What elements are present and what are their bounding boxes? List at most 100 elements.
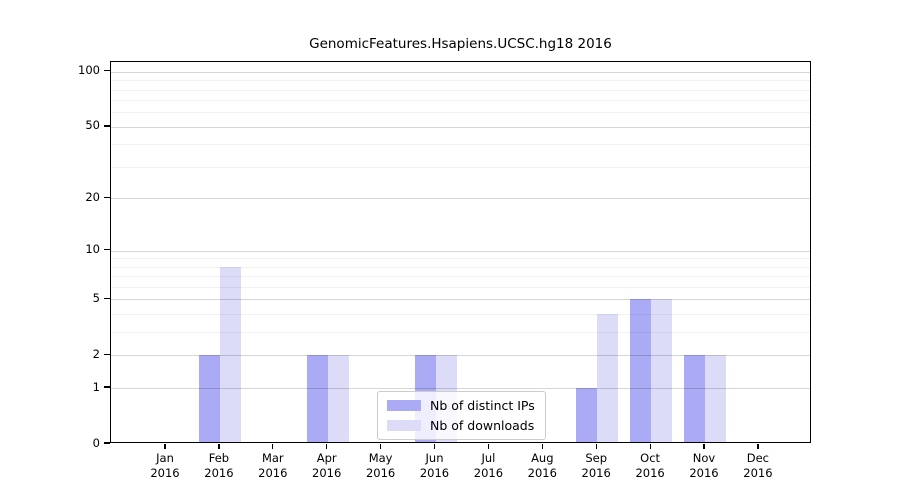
major-gridline-1 (111, 388, 810, 390)
x-tick-label-aug: Aug 2016 (512, 451, 572, 481)
minor-gridline-90 (111, 80, 810, 82)
minor-gridline-80 (111, 89, 810, 91)
minor-gridline-30 (111, 167, 810, 169)
bar-ips-oct (630, 299, 652, 442)
x-tick-mark-mar (272, 444, 274, 449)
y-tick-mark-100 (104, 70, 110, 72)
x-tick-mark-jun (433, 444, 436, 449)
bar-ips-nov (684, 355, 705, 442)
y-tick-mark-0 (104, 442, 110, 444)
y-tick-label-2: 2 (92, 346, 100, 361)
major-gridline-5 (111, 299, 810, 301)
minor-gridline-6 (111, 287, 810, 289)
x-tick-mark-oct (649, 444, 651, 449)
x-tick-label-apr: Apr 2016 (297, 451, 357, 481)
x-tick-label-nov: Nov 2016 (674, 451, 734, 481)
x-tick-label-may: May 2016 (351, 451, 411, 481)
x-tick-year-apr: 2016 (312, 466, 342, 480)
y-tick-label-1: 1 (92, 379, 100, 394)
x-tick-label-sep: Sep 2016 (566, 451, 626, 481)
y-tick-mark-5 (104, 297, 110, 300)
x-tick-month-oct: Oct (640, 451, 661, 465)
bar-downloads-oct (651, 299, 673, 442)
major-gridline-50 (111, 126, 810, 128)
x-tick-month-aug: Aug (531, 451, 554, 465)
major-gridline-20 (111, 198, 810, 200)
legend-swatch-distinct-ips (387, 400, 421, 411)
x-tick-mark-nov (703, 444, 705, 449)
x-tick-label-jan: Jan 2016 (135, 451, 195, 481)
x-tick-mark-sep (595, 444, 597, 449)
y-tick-mark-50 (104, 125, 110, 127)
x-tick-label-jul: Jul 2016 (458, 451, 518, 481)
bar-downloads-apr (327, 355, 349, 442)
minor-gridline-3 (111, 332, 810, 334)
x-tick-mark-feb (218, 444, 220, 449)
minor-gridline-70 (111, 100, 810, 102)
x-tick-label-mar: Mar 2016 (243, 451, 303, 481)
x-tick-mark-jul (487, 444, 490, 449)
y-tick-label-100: 100 (78, 63, 100, 78)
legend-item-downloads: Nb of downloads (387, 418, 535, 433)
chart-title: GenomicFeatures.Hsapiens.UCSC.hg18 2016 (309, 36, 612, 52)
plot-area (110, 61, 811, 443)
x-tick-month-jul: Jul (481, 451, 496, 465)
x-tick-year-jun: 2016 (419, 466, 450, 480)
minor-gridline-60 (111, 112, 810, 114)
minor-gridline-40 (111, 144, 810, 146)
x-tick-year-aug: 2016 (527, 466, 557, 480)
x-tick-year-may: 2016 (365, 466, 396, 480)
x-tick-year-mar: 2016 (258, 466, 288, 480)
y-tick-mark-1 (104, 386, 110, 388)
legend-label-downloads: Nb of downloads (430, 418, 535, 433)
x-tick-year-nov: 2016 (689, 466, 719, 480)
x-tick-mark-jan (164, 444, 166, 449)
bar-ips-apr (306, 355, 328, 442)
legend: Nb of distinct IPs Nb of downloads (377, 391, 546, 440)
x-tick-mark-may (380, 444, 382, 449)
x-tick-label-oct: Oct 2016 (620, 451, 680, 481)
x-tick-label-dec: Dec 2016 (728, 451, 788, 481)
minor-gridline-7 (111, 276, 810, 278)
major-gridline-10 (111, 250, 810, 252)
x-tick-year-dec: 2016 (743, 466, 773, 480)
bar-downloads-nov (705, 355, 726, 442)
x-tick-label-jun: Jun 2016 (405, 451, 465, 481)
x-tick-month-sep: Sep (585, 451, 608, 465)
x-tick-month-nov: Nov (692, 451, 716, 465)
y-tick-label-10: 10 (85, 242, 100, 257)
minor-gridline-9 (111, 258, 810, 260)
x-tick-year-jul: 2016 (473, 466, 504, 480)
major-gridline-2 (111, 355, 810, 357)
x-tick-year-jan: 2016 (150, 466, 180, 480)
minor-gridline-8 (111, 266, 810, 268)
x-tick-month-jun: Jun (425, 451, 444, 465)
x-tick-year-sep: 2016 (581, 466, 611, 480)
bar-downloads-sep (597, 314, 619, 442)
y-tick-label-5: 5 (92, 290, 100, 305)
y-tick-label-50: 50 (85, 118, 100, 133)
x-tick-label-feb: Feb 2016 (189, 451, 249, 481)
x-tick-month-jan: Jan (156, 451, 174, 465)
y-tick-mark-20 (104, 196, 110, 199)
x-tick-month-dec: Dec (746, 451, 770, 465)
minor-gridline-4 (111, 314, 810, 316)
x-tick-month-feb: Feb (208, 451, 230, 465)
x-tick-mark-apr (326, 444, 328, 449)
y-tick-mark-10 (104, 248, 110, 251)
x-tick-month-may: May (368, 451, 393, 465)
bar-downloads-feb (219, 266, 241, 442)
x-tick-mark-aug (541, 444, 543, 449)
y-tick-label-20: 20 (85, 189, 100, 204)
legend-swatch-downloads (387, 420, 421, 431)
x-tick-year-oct: 2016 (635, 466, 665, 480)
legend-label-distinct-ips: Nb of distinct IPs (430, 398, 535, 413)
x-tick-year-feb: 2016 (204, 466, 234, 480)
x-tick-month-apr: Apr (316, 451, 337, 465)
x-tick-month-mar: Mar (261, 451, 284, 465)
bar-ips-feb (198, 355, 220, 442)
legend-item-distinct-ips: Nb of distinct IPs (387, 398, 535, 413)
major-gridline-100 (111, 71, 810, 73)
bar-ips-sep (576, 388, 598, 442)
